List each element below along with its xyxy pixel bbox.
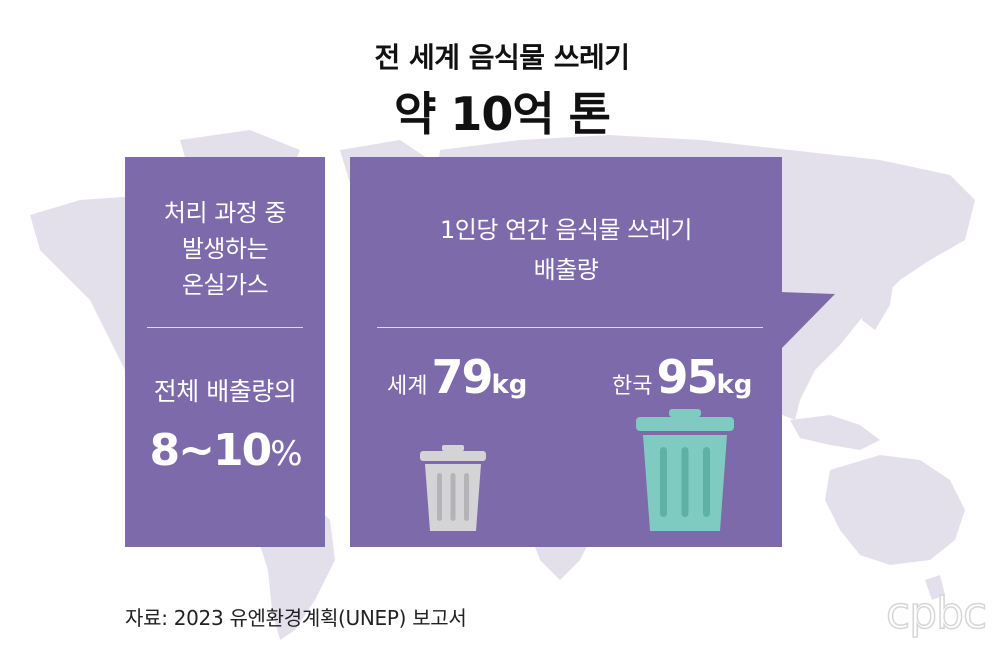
- trash-bin-icon: [420, 445, 486, 531]
- greenhouse-gas-panel: 처리 과정 중 발생하는 온실가스 전체 배출량의 8~10%: [125, 157, 325, 547]
- title-line-1: 전 세계 음식물 쓰레기: [374, 41, 630, 74]
- source-note: 자료: 2023 유엔환경계획(UNEP) 보고서: [125, 606, 467, 630]
- heading-line: 처리 과정 중: [163, 199, 287, 227]
- speech-bubble-tail: [780, 292, 835, 350]
- world-unit: kg: [491, 370, 528, 400]
- korea-label: 한국: [612, 374, 653, 399]
- cpbc-logo: cpbc: [885, 588, 988, 639]
- world-stat: 세계79kg: [387, 350, 527, 404]
- divider: [147, 327, 303, 328]
- divider: [377, 327, 763, 328]
- heading-line: 1인당 연간 음식물 쓰레기: [440, 216, 692, 244]
- per-capita-waste-panel: 1인당 연간 음식물 쓰레기 배출량 세계79kg 한국95kg: [350, 157, 782, 547]
- korea-stat: 한국95kg: [612, 350, 752, 404]
- title-line-2: 약 10억 톤: [393, 87, 611, 141]
- heading-line: 발생하는: [181, 235, 269, 263]
- korea-value: 95: [656, 350, 718, 404]
- heading-line: 온실가스: [181, 271, 269, 299]
- heading-line: 배출량: [533, 256, 599, 284]
- share-label: 전체 배출량의: [153, 377, 297, 406]
- world-value: 79: [431, 350, 493, 404]
- share-unit: %: [270, 434, 302, 474]
- trash-bin-icon: [636, 409, 734, 531]
- share-number: 8~10: [149, 425, 272, 476]
- per-capita-heading: 1인당 연간 음식물 쓰레기 배출량: [350, 210, 782, 290]
- korea-unit: kg: [716, 370, 753, 400]
- world-label: 세계: [387, 374, 428, 399]
- greenhouse-gas-heading: 처리 과정 중 발생하는 온실가스: [125, 195, 325, 303]
- share-value: 8~10%: [125, 425, 325, 476]
